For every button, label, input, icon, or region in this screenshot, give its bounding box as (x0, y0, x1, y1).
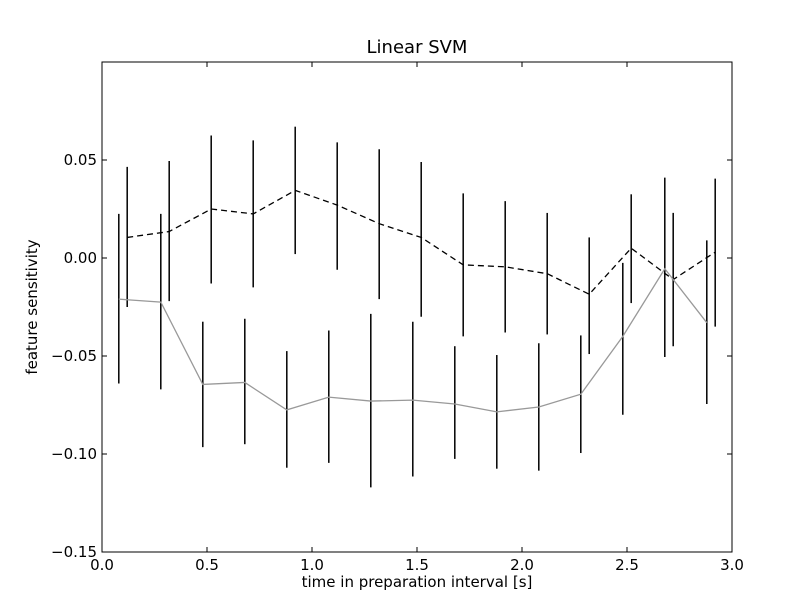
chart-title: Linear SVM (367, 37, 468, 58)
series-2-line (118, 267, 708, 413)
x-tick-label: 0.5 (195, 556, 219, 574)
x-axis: 0.0 0.5 1.0 1.5 2.0 2.5 3.0 (90, 62, 744, 574)
lines-layer (118, 189, 716, 413)
series-1-line (127, 189, 716, 296)
y-tick-label: −0.10 (51, 445, 97, 463)
y-tick-label: −0.05 (51, 347, 97, 365)
y-axis-label: feature sensitivity (23, 239, 41, 374)
x-tick-label: 0.0 (90, 556, 114, 574)
x-axis-label: time in preparation interval [s] (302, 573, 533, 591)
x-tick-label: 2.0 (510, 556, 534, 574)
y-tick-label: −0.15 (51, 543, 97, 561)
x-tick-label: 1.0 (300, 556, 324, 574)
y-axis: −0.15 −0.10 −0.05 0.00 0.05 (51, 151, 732, 561)
x-tick-label: 2.5 (615, 556, 639, 574)
x-tick-label: 1.5 (405, 556, 429, 574)
y-tick-label: 0.05 (64, 151, 97, 169)
x-tick-label: 3.0 (720, 556, 744, 574)
y-tick-label: 0.00 (64, 249, 97, 267)
